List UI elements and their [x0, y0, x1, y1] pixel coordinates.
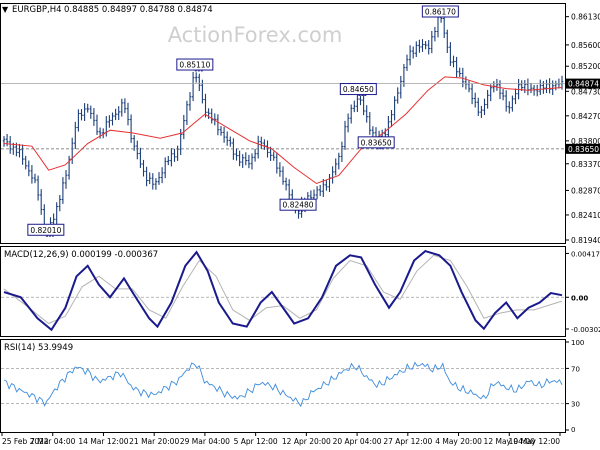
time-tick-label: 14 Mar 12:00 — [78, 437, 128, 446]
time-tick-label: 7 Mar 04:00 — [30, 437, 76, 446]
price-tick-label: 0.82870 — [571, 186, 600, 195]
price-tick-label: 0.86130 — [571, 13, 600, 22]
rsi-panel-frame — [0, 339, 566, 433]
price-annotations: 0.86170 0.85110 0.84650 0.83650 0.82480 0.820… — [27, 5, 459, 237]
moving-average-line — [3, 76, 563, 185]
time-tick-label: 21 Mar 20:00 — [129, 437, 179, 446]
annotation-label: 0.82480 — [283, 201, 314, 210]
macd-main-line — [3, 249, 563, 332]
price-tick-label: 0.82410 — [571, 211, 600, 220]
price-tick-label: 0.83370 — [571, 160, 600, 169]
annotation-label: 0.85110 — [179, 61, 210, 70]
time-tick-label: 12 Apr 20:00 — [282, 437, 331, 446]
time-tick-label: 12 May 04:00 — [484, 437, 536, 446]
annotation-box — [27, 223, 65, 236]
rsi-tick-label: 0 — [571, 426, 575, 434]
annotation-label: 0.82010 — [30, 226, 61, 235]
price-tick-label: 0.83800 — [571, 137, 600, 146]
support-level-marker — [566, 143, 600, 154]
annotation-box — [357, 136, 395, 149]
macd-series: 0.004179 0.00 -0.003022 — [1, 249, 600, 334]
triangle-down-icon[interactable]: ▼ — [2, 5, 9, 14]
rsi-label: RSI(14) 53.9949 — [4, 343, 73, 353]
annotation-label: 0.83650 — [361, 138, 392, 147]
price-tick-label: 0.85600 — [571, 41, 600, 50]
current-price-marker — [566, 78, 600, 89]
annotation-box — [339, 83, 377, 96]
time-tick-label: 5 Apr 12:00 — [234, 437, 278, 446]
macd-panel-frame — [0, 246, 566, 337]
macd-tick-label: 0.00 — [571, 294, 588, 302]
time-tick-label: 20 Apr 04:00 — [333, 437, 382, 446]
price-series: 0.84874 0.83650 — [1, 11, 600, 237]
current-price-label: 0.84874 — [568, 80, 599, 89]
rsi-tick-label: 100 — [571, 339, 584, 347]
macd-label: MACD(12,26,9) 0.000199 -0.000367 — [4, 250, 158, 260]
annotation-box — [421, 5, 459, 18]
watermark: ActionForex.com — [168, 23, 343, 47]
price-axis: 0.86130 0.85600 0.85200 0.84730 0.84270 0.838… — [565, 13, 600, 245]
macd-signal-line — [3, 254, 563, 325]
annotation-label: 0.84650 — [343, 85, 374, 94]
annotation-label: 0.86170 — [425, 8, 456, 17]
rsi-series: 100 70 30 0 — [1, 339, 584, 434]
time-tick-label: 25 Feb 2022 — [2, 437, 49, 446]
time-tick-label: 19 May 12:00 — [509, 437, 561, 446]
price-tick-label: 0.84270 — [571, 112, 600, 121]
price-panel-frame — [0, 3, 566, 244]
time-tick-label: 29 Mar 04:00 — [180, 437, 230, 446]
price-tick-label: 0.81940 — [571, 236, 600, 245]
time-tick-label: 27 Apr 12:00 — [383, 437, 432, 446]
macd-tick-label: -0.003022 — [571, 326, 600, 334]
price-tick-label: 0.84730 — [571, 87, 600, 96]
time-tick-label: 4 May 20:00 — [435, 437, 482, 446]
support-level-label: 0.83650 — [568, 145, 599, 154]
ohlc-values: 0.84885 0.84897 0.84788 0.84874 — [64, 5, 213, 15]
price-tick-label: 0.85200 — [571, 62, 600, 71]
rsi-tick-label: 70 — [571, 365, 580, 373]
annotation-box — [176, 58, 214, 71]
rsi-line — [3, 361, 563, 408]
symbol-label: EURGBP,H4 — [12, 5, 62, 15]
macd-tick-label: 0.004179 — [571, 250, 600, 258]
rsi-tick-label: 30 — [571, 401, 580, 409]
annotation-box — [279, 198, 317, 211]
